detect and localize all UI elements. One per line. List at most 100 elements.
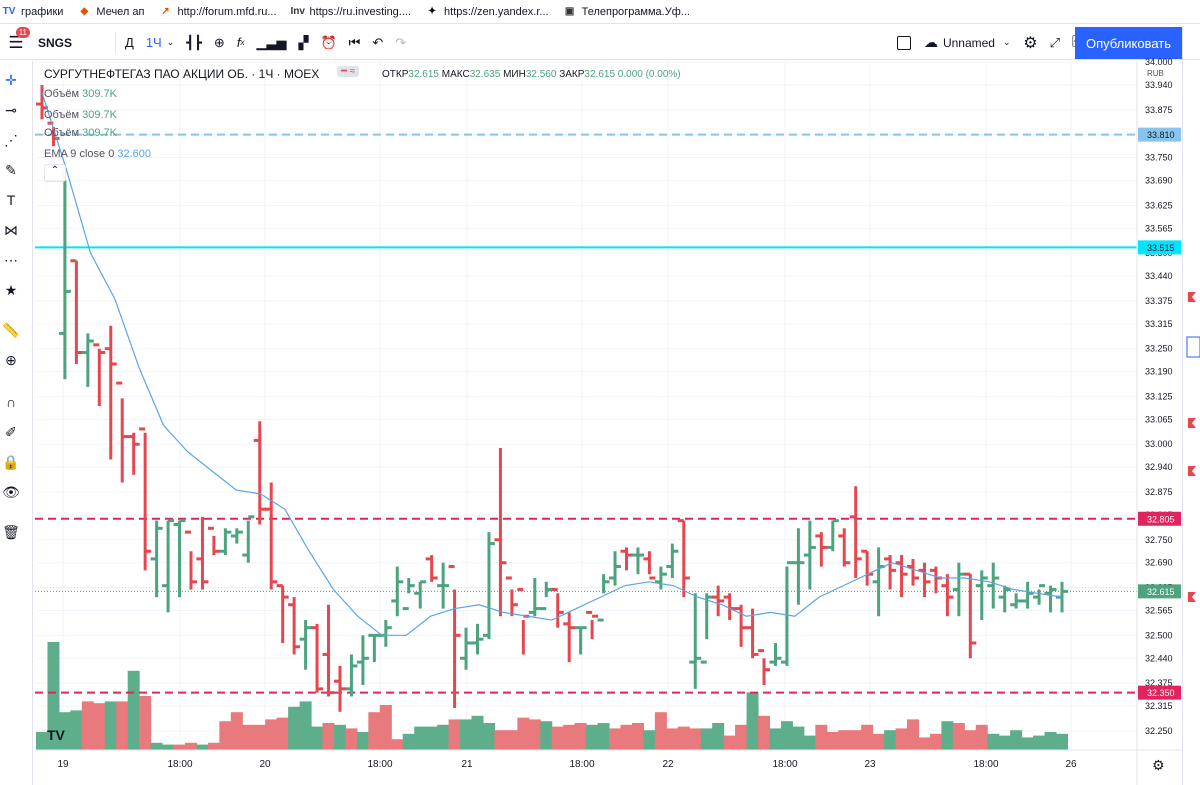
price-tick-label: 32.750 xyxy=(1145,535,1173,545)
layout-menu-button[interactable]: ☁ Unnamed ⌄ xyxy=(917,29,1017,57)
bookmark-label: https://ru.investing.... xyxy=(309,5,412,18)
volume-bar xyxy=(517,717,530,750)
volume-bar xyxy=(184,742,197,750)
collapse-legend-button[interactable]: ⌃ xyxy=(44,164,66,182)
ohlc-values: ОТКР32.615 МАКС32.635 МИН32.560 ЗАКР32.6… xyxy=(382,69,681,80)
financials-icon[interactable]: ▁▃▅ xyxy=(256,34,287,50)
price-label: 32.615 xyxy=(1147,587,1175,597)
alert-icon[interactable]: ⏰ xyxy=(320,34,337,50)
volume-bar xyxy=(631,723,644,750)
replay-icon[interactable]: ⏮ xyxy=(348,34,361,50)
volume-bar xyxy=(116,701,129,750)
bookmark-item[interactable]: Inv https://ru.investing.... xyxy=(291,6,412,18)
volume-bar xyxy=(162,744,175,750)
alert-flag-icon xyxy=(1188,592,1196,602)
brush-icon[interactable]: ✎ xyxy=(5,161,17,178)
expand-icon[interactable]: ⤢ xyxy=(1049,34,1060,50)
volume-bar xyxy=(803,735,816,750)
price-tick-label: 33.875 xyxy=(1145,105,1173,115)
volume-bar xyxy=(104,701,117,750)
price-tick-label: 34.000 xyxy=(1145,57,1173,67)
magnet-icon[interactable]: ∩ xyxy=(5,394,17,410)
price-tick-label: 33.375 xyxy=(1145,296,1173,306)
bookmark-item[interactable]: ↗ http://forum.mfd.ru... xyxy=(158,6,276,18)
market-status-icon[interactable]: ━ ≈ xyxy=(337,66,360,77)
chevron-down-icon: ⌄ xyxy=(1002,37,1011,47)
volume-bar xyxy=(1033,735,1046,750)
templates-icon[interactable]: ▞ xyxy=(298,34,309,50)
volume-bar xyxy=(849,730,862,750)
volume-bar xyxy=(712,723,725,750)
trend-line-icon[interactable]: ⊸ xyxy=(5,101,17,118)
volume-bar xyxy=(998,735,1011,750)
volume-bar xyxy=(780,721,793,750)
ruler-icon[interactable]: 📏 xyxy=(2,321,20,338)
pattern-icon[interactable]: ⋈ xyxy=(4,221,18,238)
volume-bar xyxy=(460,719,473,750)
publish-button[interactable]: Опубликовать xyxy=(1075,27,1182,59)
volume-bar xyxy=(276,717,289,750)
volume-bar xyxy=(242,724,255,750)
icons-tool-icon[interactable]: ★ xyxy=(4,281,18,298)
zoom-in-icon[interactable]: ⊕ xyxy=(5,351,17,368)
axis-settings-gear-icon[interactable]: ⚙ xyxy=(1152,758,1165,774)
time-tick-label: 21 xyxy=(461,759,473,770)
bookmark-item[interactable]: ▣ Телепрограмма.Уф... xyxy=(563,6,690,18)
volume-bar xyxy=(368,712,381,750)
bookmark-label: Мечел ап xyxy=(96,5,145,18)
eye-icon[interactable]: 👁 xyxy=(2,483,20,500)
compare-icon[interactable]: ⊕ xyxy=(213,34,225,50)
right-side-panel xyxy=(1182,26,1200,785)
volume-bar xyxy=(402,733,415,750)
bars-style-icon[interactable]: ┫┣ xyxy=(186,34,202,50)
symbol-search-button[interactable]: SNGS xyxy=(38,35,73,50)
currency-label: RUB xyxy=(1147,69,1164,78)
volume-bar xyxy=(482,723,495,750)
lock-icon[interactable]: 🔒 xyxy=(2,453,20,470)
settings-gear-icon[interactable]: ⚙ xyxy=(1023,34,1038,52)
chart-style-button[interactable]: Д xyxy=(125,35,134,50)
time-tick-label: 18:00 xyxy=(569,759,594,770)
undo-icon[interactable]: ↶ xyxy=(372,34,384,50)
chevron-up-icon: ⌃ xyxy=(50,165,60,176)
volume-value: 309.7K xyxy=(82,88,117,100)
bookmark-item[interactable]: TV графики xyxy=(2,5,64,18)
time-tick-label: 18:00 xyxy=(973,759,998,770)
price-label: 32.805 xyxy=(1147,514,1175,524)
low-label: МИН xyxy=(503,69,526,80)
prediction-icon[interactable]: ⋯ xyxy=(4,251,18,268)
volume-bar xyxy=(563,724,576,750)
volume-bar xyxy=(471,715,484,750)
fullscreen-toggle-icon[interactable] xyxy=(891,29,917,57)
text-tool-icon[interactable]: T xyxy=(6,192,16,208)
volume-bar xyxy=(47,642,60,750)
stay-drawing-icon[interactable]: ✐ xyxy=(5,423,17,440)
investing-icon: Inv xyxy=(290,5,305,17)
volume-bar xyxy=(1010,730,1023,750)
volume-bar xyxy=(952,723,965,750)
ema-value: 32.600 xyxy=(117,148,152,160)
trash-icon[interactable]: 🗑 xyxy=(2,523,20,540)
redo-icon[interactable]: ↷ xyxy=(395,34,407,50)
volume-bar xyxy=(1044,732,1057,750)
change-value: 0.000 (0.00%) xyxy=(617,69,681,80)
volume-bar xyxy=(540,721,553,750)
bookmark-item[interactable]: ✦ https://zen.yandex.r... xyxy=(425,6,549,18)
alert-flag-icon xyxy=(1188,292,1196,302)
volume-bar xyxy=(1056,733,1068,750)
fib-tool-icon[interactable]: ⋰ xyxy=(4,131,18,148)
volume-bar xyxy=(448,719,461,750)
tradingview-logo-icon: TV xyxy=(2,5,16,17)
volume-bar xyxy=(196,744,209,750)
interval-button[interactable]: 1Ч ⌄ xyxy=(140,29,180,57)
crosshair-icon[interactable]: ✛ xyxy=(5,71,17,88)
price-label-background xyxy=(1138,240,1181,255)
volume-bar xyxy=(586,724,599,750)
high-label: МАКС xyxy=(441,69,470,80)
volume-bar xyxy=(207,742,220,750)
bookmark-item[interactable]: ◆ Мечел ап xyxy=(77,5,145,18)
menu-button[interactable]: ☰ 11 xyxy=(0,26,32,57)
price-tick-label: 33.565 xyxy=(1145,223,1173,233)
